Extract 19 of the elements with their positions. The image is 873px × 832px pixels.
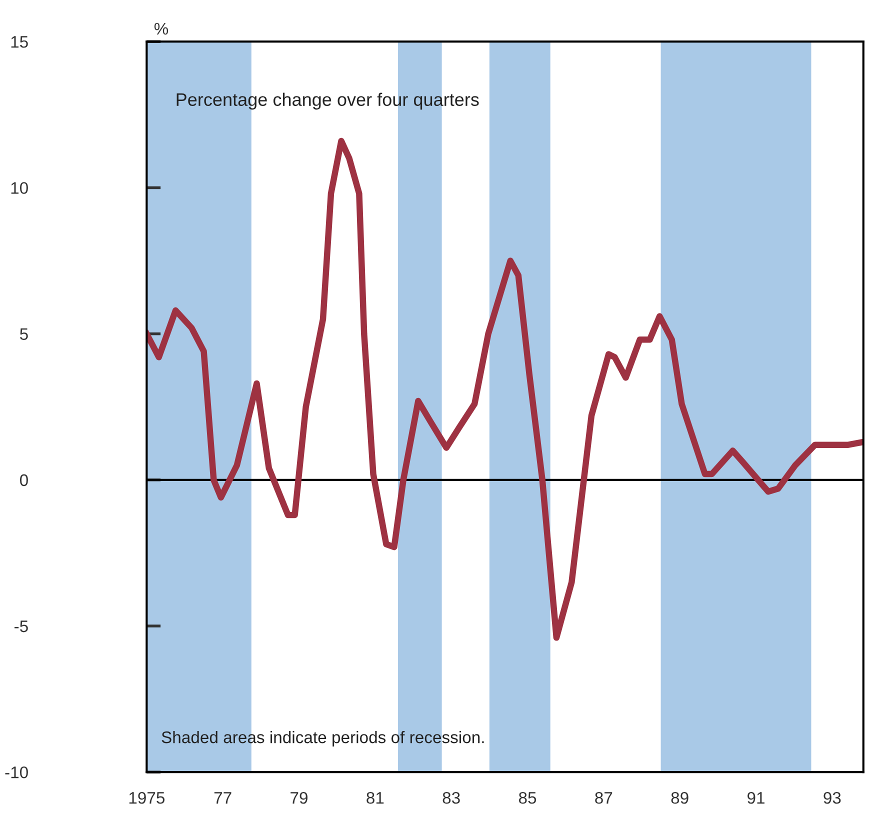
- annotation: Shaded areas indicate periods of recession.: [162, 730, 484, 747]
- x-tick-label: 91: [748, 792, 764, 804]
- y-tick-label: 0: [20, 474, 28, 486]
- y-axis-title: %: [154, 22, 168, 35]
- y-tick-label: -5: [14, 620, 28, 632]
- x-tick-label: 77: [214, 792, 232, 804]
- y-tick-label: 10: [11, 182, 28, 194]
- x-tick-label: 89: [671, 792, 688, 804]
- x-tick-label: 1975: [129, 792, 165, 804]
- x-tick-label: 93: [824, 792, 841, 804]
- y-tick-label: 15: [11, 36, 28, 48]
- y-tick-label: 5: [20, 328, 28, 340]
- x-tick-label: 85: [518, 792, 536, 804]
- annotation: Percentage change over four quarters: [176, 92, 479, 110]
- x-tick-label: 79: [290, 792, 308, 804]
- y-tick-label: -10: [5, 766, 28, 778]
- x-tick-label: 81: [366, 792, 384, 804]
- x-tick-label: 83: [442, 792, 460, 804]
- x-tick-label: 87: [595, 792, 612, 804]
